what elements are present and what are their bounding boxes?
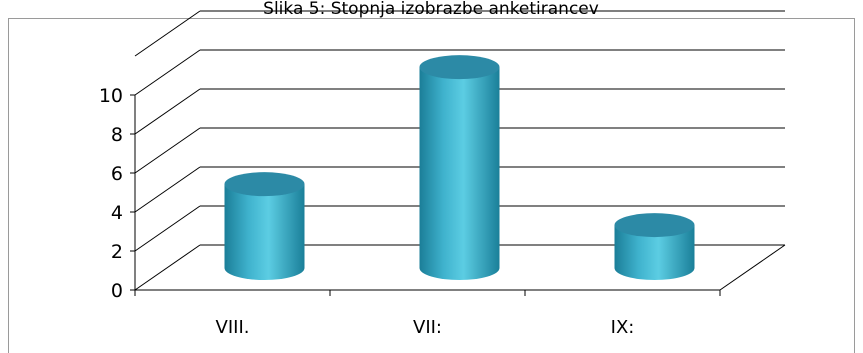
y-tick-label: 0	[111, 280, 123, 302]
x-tick-label: VIII.	[216, 317, 250, 338]
gridline-side	[134, 88, 201, 135]
bar-top	[419, 55, 500, 80]
x-tick-label: VII:	[413, 317, 442, 338]
gridline-side	[134, 166, 201, 213]
bar-body	[419, 67, 500, 281]
floor-edge-left	[134, 244, 201, 291]
bar-body	[224, 184, 305, 280]
labels: 0 2 4 6 8 10 VIII. VII: IX:	[99, 85, 635, 338]
y-tick-label: 8	[111, 124, 123, 146]
bar	[224, 172, 305, 280]
bar-body	[614, 225, 695, 280]
y-tick-label: 4	[111, 202, 123, 224]
gridline-side	[134, 205, 201, 252]
y-tick-label: 2	[111, 241, 123, 263]
bar	[614, 213, 695, 280]
bar	[419, 55, 500, 281]
bar-top	[614, 213, 695, 238]
chart-title: Slika 5: Stopnja izobrazbe anketirancev	[263, 0, 599, 19]
gridline-side	[134, 127, 201, 174]
gridline-side	[134, 49, 201, 96]
x-tick-label: IX:	[611, 317, 635, 338]
bars	[224, 55, 695, 281]
y-tick-label: 6	[111, 163, 123, 185]
chart-frame	[8, 18, 855, 353]
floor-edge-right	[719, 244, 786, 291]
y-tick-label: 10	[99, 85, 123, 107]
gridline-side	[134, 10, 201, 57]
bar-top	[224, 172, 305, 197]
